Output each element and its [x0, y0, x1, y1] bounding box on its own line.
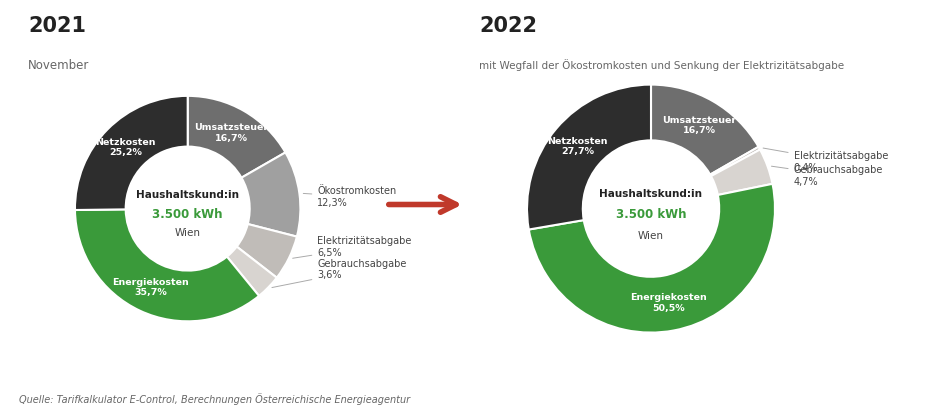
Wedge shape [242, 153, 300, 237]
Text: 3.500 kWh: 3.500 kWh [616, 208, 686, 221]
Text: 2021: 2021 [28, 16, 86, 36]
Text: mit Wegfall der Ökostromkosten und Senkung der Elektrizitätsabgabe: mit Wegfall der Ökostromkosten und Senku… [479, 59, 844, 71]
Text: Quelle: Tarifkalkulator E-Control, Berechnungen Österreichische Energieagentur: Quelle: Tarifkalkulator E-Control, Berec… [19, 393, 410, 405]
Wedge shape [711, 147, 760, 176]
Text: Ökostromkosten
12,3%: Ökostromkosten 12,3% [303, 186, 396, 208]
Wedge shape [711, 150, 773, 195]
Text: Energiekosten
35,7%: Energiekosten 35,7% [113, 278, 189, 297]
Wedge shape [651, 85, 759, 175]
Wedge shape [227, 247, 277, 296]
Text: Energiekosten
50,5%: Energiekosten 50,5% [631, 293, 707, 313]
Text: Elektrizitätsabgabe
0,4%: Elektrizitätsabgabe 0,4% [764, 148, 888, 173]
Text: Netzkosten
27,7%: Netzkosten 27,7% [547, 137, 608, 156]
Text: Wien: Wien [638, 231, 664, 241]
Wedge shape [527, 85, 651, 229]
Text: Umsatzsteuer
16,7%: Umsatzsteuer 16,7% [194, 123, 269, 143]
Wedge shape [188, 96, 286, 178]
Text: 2022: 2022 [479, 16, 537, 36]
Text: 3.500 kWh: 3.500 kWh [153, 208, 223, 221]
Wedge shape [529, 184, 775, 333]
Text: November: November [28, 59, 89, 72]
Text: Elektrizitätsabgabe
6,5%: Elektrizitätsabgabe 6,5% [293, 236, 412, 258]
Wedge shape [75, 209, 259, 321]
Text: Wien: Wien [175, 228, 201, 238]
Wedge shape [236, 224, 297, 278]
Text: Gebrauchsabgabe
4,7%: Gebrauchsabgabe 4,7% [772, 165, 883, 187]
Text: Haushaltskund:in: Haushaltskund:in [136, 190, 239, 200]
Text: Umsatzsteuer
16,7%: Umsatzsteuer 16,7% [662, 116, 737, 135]
Wedge shape [75, 96, 188, 210]
Text: Netzkosten
25,2%: Netzkosten 25,2% [95, 137, 156, 157]
Text: Gebrauchsabgabe
3,6%: Gebrauchsabgabe 3,6% [272, 259, 406, 288]
Text: Haushaltskund:in: Haushaltskund:in [600, 189, 702, 199]
